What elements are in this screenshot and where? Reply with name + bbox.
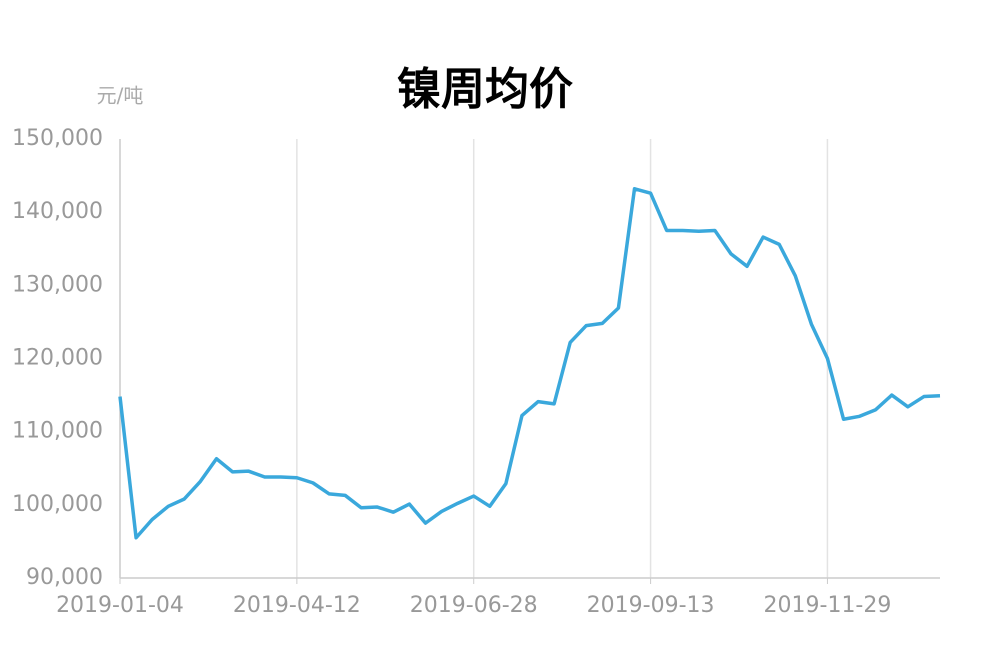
y-tick-label: 120,000 <box>12 346 103 371</box>
x-tick-label: 2019-04-12 <box>233 593 361 618</box>
y-tick-label: 140,000 <box>12 199 103 224</box>
x-tick-label: 2019-01-04 <box>56 593 184 618</box>
y-tick-label: 90,000 <box>26 565 103 590</box>
y-tick-label: 150,000 <box>12 126 103 151</box>
y-axis-unit: 元/吨 <box>97 84 144 108</box>
y-tick-label: 130,000 <box>12 272 103 297</box>
x-tick-label: 2019-06-28 <box>410 593 538 618</box>
series-line <box>118 187 941 540</box>
x-tick-label: 2019-09-13 <box>587 593 715 618</box>
y-tick-label: 110,000 <box>12 419 103 444</box>
y-tick-label: 100,000 <box>12 492 103 517</box>
x-tick-label: 2019-11-29 <box>764 593 892 618</box>
chart-title: 镍周均价 <box>397 64 573 115</box>
